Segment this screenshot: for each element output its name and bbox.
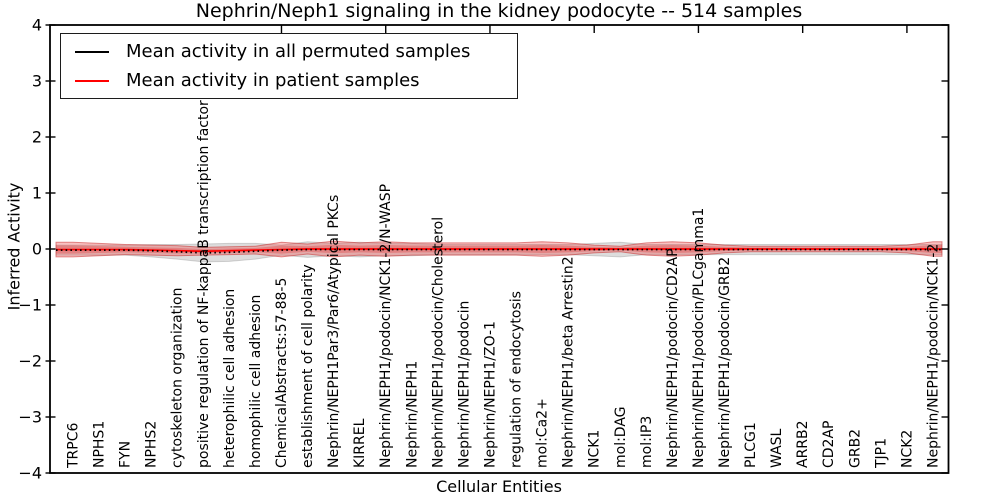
- legend-item-permuted: Mean activity in all permuted samples: [61, 37, 517, 66]
- x-category-label: Nephrin/NEPH1: [404, 361, 420, 468]
- x-category-label: NPHS1: [92, 421, 108, 468]
- x-category-label: positive regulation of NF-kappaB transcr…: [196, 87, 212, 468]
- x-category-label: FYN: [118, 441, 134, 468]
- x-category-labels-group: TRPC6 NPHS1 FYN NPHS2 cytoskeleton organizat…: [66, 87, 942, 469]
- y-tick-label: −3: [18, 408, 42, 427]
- x-category-label: TJP1: [873, 438, 889, 469]
- series-lines-group: [56, 248, 942, 254]
- axes-frame-group: [45, 24, 950, 474]
- x-category-label: GRB2: [847, 429, 863, 468]
- x-category-label: Nephrin/NEPH1/podocin/CD2AP: [665, 248, 681, 468]
- x-category-label: regulation of endocytosis: [509, 291, 525, 468]
- x-category-label: heterophilic cell adhesion: [222, 289, 238, 468]
- y-axis-label: Inferred Activity: [4, 182, 24, 311]
- legend-label-permuted: Mean activity in all permuted samples: [126, 41, 471, 62]
- x-category-label: mol:DAG: [613, 406, 629, 468]
- x-category-label: NCK1: [587, 430, 603, 468]
- x-category-label: Nephrin/NEPH1Par3/Par6/Atypical PKCs: [326, 195, 342, 468]
- x-category-label: WASL: [769, 428, 785, 468]
- x-axis-label: Cellular Entities: [436, 477, 562, 496]
- x-category-label: ChemicalAbstracts:57-88-5: [274, 278, 290, 468]
- y-tick-labels-group: 4 3 2 1 0 −1 −2 −3 −4: [18, 16, 42, 483]
- x-category-label: CD2AP: [821, 421, 837, 468]
- x-category-label: mol:IP3: [639, 416, 655, 468]
- y-tick-label: 0: [32, 240, 42, 259]
- x-category-label: ARRB2: [795, 420, 811, 468]
- x-category-label: KIRREL: [352, 418, 368, 468]
- x-category-label: Nephrin/NEPH1/podocin: [456, 301, 472, 468]
- y-tick-label: −2: [18, 352, 42, 371]
- y-tick-label: 4: [32, 16, 42, 35]
- y-tick-label: −4: [18, 464, 42, 483]
- x-category-label: Nephrin/NEPH1/podocin/GRB2: [717, 257, 733, 468]
- y-tick-label: −1: [18, 296, 42, 315]
- x-category-label: mol:Ca2+: [535, 398, 551, 468]
- x-category-label: Nephrin/NEPH1/beta Arrestin2: [561, 256, 577, 468]
- x-category-label: NCK2: [899, 430, 915, 468]
- x-category-label: TRPC6: [66, 423, 82, 469]
- y-tick-label: 1: [32, 184, 42, 203]
- x-category-label: cytoskeleton organization: [170, 288, 186, 468]
- x-category-label: Nephrin/NEPH1/podocin/NCK1-2: [925, 244, 941, 468]
- x-category-label: homophilic cell adhesion: [248, 295, 264, 468]
- legend-label-patient: Mean activity in patient samples: [126, 70, 420, 91]
- patient-line-sample-icon: [75, 79, 109, 82]
- chart-title: Nephrin/Neph1 signaling in the kidney po…: [195, 0, 803, 22]
- legend-item-patient: Mean activity in patient samples: [61, 66, 517, 95]
- x-category-label: PLCG1: [743, 422, 759, 468]
- permuted-line-sample-icon: [75, 50, 109, 53]
- x-category-label: Nephrin/NEPH1/ZO-1: [482, 321, 498, 468]
- x-category-label: establishment of cell polarity: [300, 264, 316, 468]
- x-category-label: Nephrin/NEPH1/podocin/Cholesterol: [430, 217, 446, 468]
- x-category-label: Nephrin/NEPH1/podocin/NCK1-2/N-WASP: [378, 184, 394, 468]
- legend: Mean activity in all permuted samples Me…: [60, 33, 518, 99]
- y-tick-label: 3: [32, 72, 42, 91]
- x-category-label: Nephrin/NEPH1/podocin/PLCgamma1: [691, 208, 707, 468]
- permuted-mean-line: [56, 248, 942, 254]
- y-tick-label: 2: [32, 128, 42, 147]
- x-category-label: NPHS2: [144, 421, 160, 468]
